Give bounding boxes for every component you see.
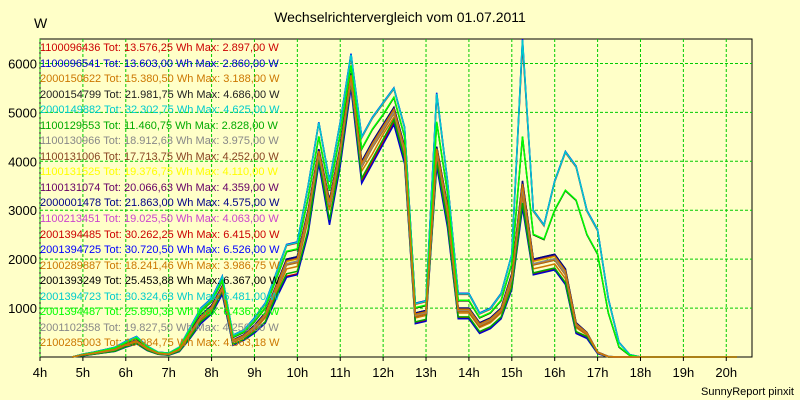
legend-entry: 1100131525 Tot: 19.376,75 Wh Max: 4.110,… — [40, 166, 278, 179]
x-tick-label: 19h — [673, 365, 695, 380]
legend-entry: 1100096436 Tot: 13.576,25 Wh Max: 2.897,… — [40, 42, 279, 54]
y-tick-label: 1000 — [8, 301, 37, 316]
legend-entry: 2000150622 Tot: 15.380,50 Wh Max: 3.188,… — [40, 73, 280, 86]
x-tick-label: 14h — [458, 365, 480, 380]
legend-entry: 2000154799 Tot: 21.981,75 Wh Max: 4.686,… — [40, 88, 280, 101]
legend-entry: 2100289887 Tot: 18.241,46 Wh Max: 3.986,… — [40, 259, 280, 272]
legend-entry: 2001102358 Tot: 19.827,50 Wh Max: 4.250,… — [40, 321, 279, 334]
legend-entry: 2000149882 Tot: 32.302,75 Wh Max: 4.625,… — [40, 104, 280, 117]
y-axis-unit: W — [34, 15, 48, 31]
x-tick-label: 8h — [204, 365, 218, 380]
legend-entry: 2000001478 Tot: 21.863,00 Wh Max: 4.575,… — [40, 197, 280, 210]
legend-entry: 2001394725 Tot: 30.720,50 Wh Max: 6.526,… — [40, 244, 280, 257]
x-tick-label: 17h — [587, 365, 609, 380]
y-axis-ticks: 1000 2000 3000 4000 5000 6000 — [8, 56, 37, 316]
x-tick-label: 20h — [715, 365, 737, 380]
legend-entry: 2001394723 Tot: 30.324,63 Wh Max: 6.481,… — [40, 290, 280, 303]
legend: 1100096436 Tot: 13.576,25 Wh Max: 2.897,… — [40, 41, 280, 352]
legend-entry: 2001394485 Tot: 30.262,25 Wh Max: 6.415,… — [40, 228, 280, 241]
legend-entry: 1100131074 Tot: 20.066,63 Wh Max: 4.359,… — [40, 181, 279, 194]
y-tick-label: 2000 — [8, 252, 37, 267]
legend-entry: 1100096541 Tot: 13.603,00 Wh Max: 2.860,… — [40, 57, 279, 70]
x-tick-label: 6h — [119, 365, 133, 380]
x-axis-ticks: 4h 5h 6h 7h 8h 9h 10h 11h 12h 13h 14h 15h 16h 17h 18h 1… — [33, 357, 737, 380]
y-tick-label: 3000 — [8, 203, 37, 218]
x-tick-label: 12h — [372, 365, 394, 380]
grid — [39, 39, 752, 357]
legend-entry: 2100285003 Tot: 19.984,75 Wh Max: 4.363,… — [40, 337, 280, 350]
y-tick-label: 4000 — [8, 154, 37, 169]
chart-title: Wechselrichtervergleich vom 01.07.2011 — [274, 9, 526, 25]
x-tick-label: 16h — [544, 365, 566, 380]
series-line-2100285003 — [72, 75, 737, 358]
legend-entry: 2001393249 Tot: 25.453,88 Wh Max: 6.367,… — [40, 275, 280, 288]
legend-entry: 1100129553 Tot: 11.460,75 Wh Max: 2.828,… — [40, 119, 278, 132]
x-tick-label: 4h — [33, 365, 47, 380]
y-tick-label: 5000 — [8, 105, 37, 120]
series-lines — [72, 38, 737, 358]
legend-entry: 1100213451 Tot: 19.025,50 Wh Max: 4.063,… — [40, 213, 279, 226]
series-line-2001394487 — [72, 65, 737, 358]
x-tick-label: 11h — [330, 365, 351, 380]
x-tick-label: 9h — [247, 365, 261, 380]
x-tick-label: 18h — [630, 365, 652, 380]
plot-area — [39, 38, 753, 358]
x-tick-label: 7h — [161, 365, 175, 380]
x-tick-label: 13h — [415, 365, 437, 380]
y-tick-label: 6000 — [8, 56, 37, 71]
x-tick-label: 5h — [76, 365, 90, 380]
legend-entry: 1100131006 Tot: 17.713,75 Wh Max: 4.252,… — [40, 150, 279, 163]
footer-credit: SunnyReport pinxit — [701, 386, 794, 398]
x-tick-label: 10h — [286, 365, 308, 380]
x-tick-label: 15h — [501, 365, 523, 380]
legend-entry: 1100130966 Tot: 18.912,63 Wh Max: 3.975,… — [40, 135, 279, 148]
legend-entry: 2001394487 Tot: 25.890,38 Wh Max: 6.436,… — [40, 306, 280, 319]
